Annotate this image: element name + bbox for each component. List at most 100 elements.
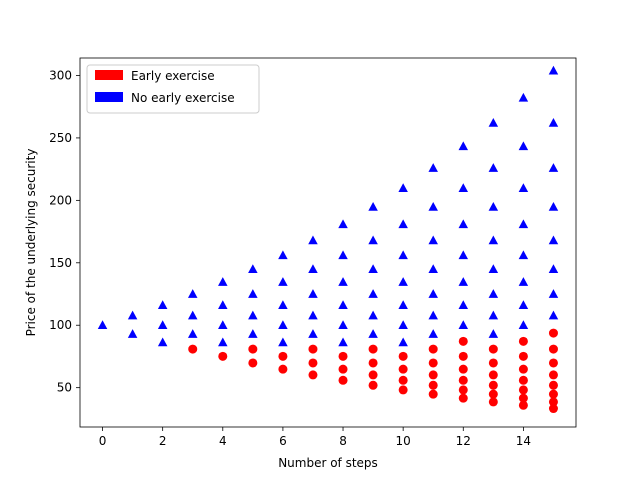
no-early-exercise-point [308, 235, 318, 245]
no-early-exercise-point [518, 141, 529, 151]
legend: Early exercise No early exercise [86, 64, 260, 114]
no-early-exercise-point [488, 201, 499, 211]
early-exercise-point [458, 351, 468, 361]
early-exercise-point [548, 344, 558, 354]
y-tick-label: 250 [49, 131, 72, 145]
no-early-exercise-point [248, 264, 258, 274]
early-exercise-point [518, 375, 528, 385]
no-early-exercise-point [428, 329, 438, 338]
early-exercise-point [548, 380, 558, 390]
no-early-exercise-point [458, 250, 469, 260]
no-early-exercise-point [157, 320, 168, 329]
no-early-exercise-point [368, 310, 378, 320]
no-early-exercise-point [398, 183, 408, 192]
y-tick-label: 50 [57, 381, 72, 395]
legend-swatch-early-exercise [95, 70, 123, 80]
no-early-exercise-point [127, 329, 138, 338]
no-early-exercise-point [97, 320, 108, 329]
early-exercise-point [548, 404, 558, 414]
early-exercise-point [548, 389, 558, 399]
early-exercise-point [338, 364, 348, 374]
no-early-exercise-point [458, 277, 469, 286]
early-exercise-point [368, 370, 378, 380]
y-axis-label: Price of the underlying security [24, 149, 38, 337]
early-exercise-point [278, 364, 288, 374]
no-early-exercise-point [518, 183, 529, 192]
no-early-exercise-point [338, 219, 348, 229]
no-early-exercise-point [398, 320, 408, 329]
early-exercise-point [518, 393, 528, 403]
no-early-exercise-point [548, 264, 559, 274]
no-early-exercise-point [458, 183, 469, 192]
y-tick-label: 150 [49, 256, 72, 270]
x-tick-label: 4 [219, 434, 227, 448]
early-exercise-point [368, 344, 378, 354]
no-early-exercise-point [458, 300, 469, 309]
no-early-exercise-point [428, 163, 438, 172]
legend-swatch-no-early-exercise [95, 92, 123, 102]
early-exercise-point [488, 389, 498, 399]
y-axis-ticks: 50 100 150 200 250 300 [49, 68, 80, 395]
no-early-exercise-point [368, 329, 378, 338]
no-early-exercise-point [398, 219, 408, 229]
early-exercise-point [278, 351, 288, 361]
no-early-exercise-point [428, 289, 438, 298]
early-exercise-point [248, 344, 258, 354]
x-tick-label: 14 [516, 434, 531, 448]
x-tick-label: 8 [339, 434, 347, 448]
no-early-exercise-point [398, 300, 408, 309]
no-early-exercise-point [458, 219, 469, 229]
no-early-exercise-point [488, 118, 499, 127]
early-exercise-point [548, 328, 558, 338]
no-early-exercise-point [278, 250, 288, 260]
early-exercise-point [458, 336, 468, 346]
no-early-exercise-point [458, 141, 469, 151]
no-early-exercise-point [248, 329, 258, 338]
no-early-exercise-point [548, 289, 559, 298]
no-early-exercise-point [278, 337, 288, 347]
no-early-exercise-point [218, 277, 228, 286]
no-early-exercise-point [308, 329, 318, 338]
early-exercise-point [458, 375, 468, 385]
early-exercise-point [548, 370, 558, 380]
no-early-exercise-point [368, 201, 378, 211]
y-tick-label: 200 [49, 193, 72, 207]
no-early-exercise-point [518, 92, 529, 102]
no-early-exercise-point [428, 201, 438, 211]
no-early-exercise-point [278, 300, 288, 309]
no-early-exercise-point [458, 320, 469, 329]
no-early-exercise-point [368, 289, 378, 298]
no-early-exercise-point [548, 65, 559, 75]
legend-box [86, 64, 260, 114]
no-early-exercise-point [428, 235, 438, 245]
x-tick-label: 0 [99, 434, 107, 448]
early-exercise-point [338, 375, 348, 385]
no-early-exercise-point [398, 337, 408, 347]
no-early-exercise-point [218, 300, 228, 309]
early-exercise-point [338, 351, 348, 361]
x-tick-label: 6 [279, 434, 287, 448]
no-early-exercise-point [368, 235, 378, 245]
no-early-exercise-point [548, 118, 559, 127]
no-early-exercise-point [338, 337, 348, 347]
no-early-exercise-point [518, 250, 529, 260]
no-early-exercise-point [338, 320, 348, 329]
legend-label-no-early-exercise: No early exercise [131, 91, 235, 105]
early-exercise-point [308, 344, 318, 354]
no-early-exercise-point [248, 310, 258, 320]
no-early-exercise-point [308, 310, 318, 320]
no-early-exercise-point [338, 250, 348, 260]
no-early-exercise-point [248, 289, 258, 298]
no-early-exercise-point [368, 264, 378, 274]
no-early-exercise-point [548, 235, 559, 245]
x-tick-label: 12 [456, 434, 471, 448]
early-exercise-point [458, 393, 468, 403]
early-exercise-point [368, 358, 378, 368]
early-exercise-point [518, 351, 528, 361]
y-tick-label: 300 [49, 68, 72, 82]
no-early-exercise-point [428, 310, 438, 320]
early-exercise-point [308, 370, 318, 380]
no-early-exercise-point [428, 264, 438, 274]
early-exercise-point [368, 380, 378, 390]
